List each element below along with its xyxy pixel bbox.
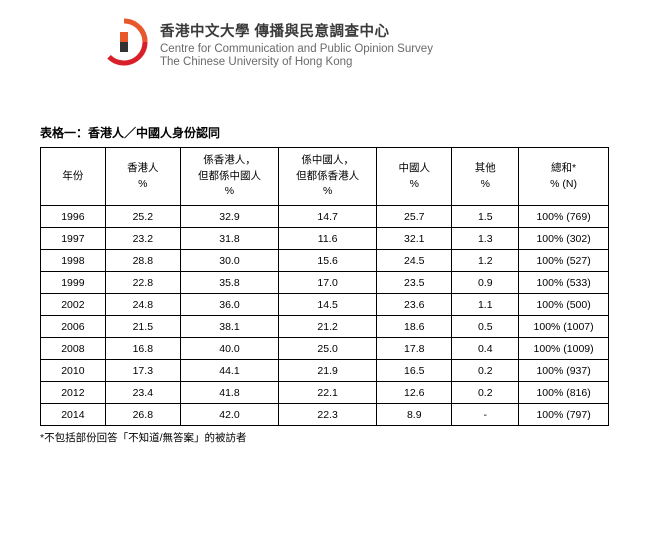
table-cell: 0.9: [452, 272, 519, 294]
table-title: 表格一：香港人／中國人身份認同: [40, 124, 609, 141]
table-cell: 41.8: [180, 382, 278, 404]
table-cell: 32.9: [180, 206, 278, 228]
table-row: 200224.836.014.523.61.1100% (500): [41, 294, 609, 316]
table-cell: 100% (527): [519, 250, 609, 272]
header: 香港中文大學 傳播與民意調查中心 Centre for Communicatio…: [100, 18, 609, 68]
table-cell: 1.1: [452, 294, 519, 316]
table-cell: 15.6: [279, 250, 377, 272]
table-row: 200621.538.121.218.60.5100% (1007): [41, 316, 609, 338]
table-cell: 2014: [41, 404, 106, 426]
table-cell: 17.0: [279, 272, 377, 294]
table-header-row: 年份 香港人% 係香港人， 但都係中國人% 係中國人， 但都係香港人% 中國人%…: [41, 148, 609, 206]
table-cell: 2008: [41, 338, 106, 360]
table-cell: 2006: [41, 316, 106, 338]
table-cell: 100% (797): [519, 404, 609, 426]
table-cell: 42.0: [180, 404, 278, 426]
table-cell: 11.6: [279, 228, 377, 250]
table-cell: 14.7: [279, 206, 377, 228]
table-cell: 25.2: [105, 206, 180, 228]
table-cell: 22.8: [105, 272, 180, 294]
org-logo: [100, 18, 148, 66]
table-cell: 1998: [41, 250, 106, 272]
table-cell: 100% (302): [519, 228, 609, 250]
table-cell: 24.8: [105, 294, 180, 316]
table-cell: 0.2: [452, 360, 519, 382]
table-cell: 40.0: [180, 338, 278, 360]
col-header-cn: 中國人%: [377, 148, 452, 206]
table-cell: 100% (1009): [519, 338, 609, 360]
table-row: 199922.835.817.023.50.9100% (533): [41, 272, 609, 294]
table-cell: 8.9: [377, 404, 452, 426]
table-cell: 26.8: [105, 404, 180, 426]
table-cell: 21.9: [279, 360, 377, 382]
table-cell: 100% (769): [519, 206, 609, 228]
table-cell: 12.6: [377, 382, 452, 404]
table-cell: 25.7: [377, 206, 452, 228]
table-cell: 16.8: [105, 338, 180, 360]
table-cell: 1.3: [452, 228, 519, 250]
table-cell: 1996: [41, 206, 106, 228]
table-row: 201017.344.121.916.50.2100% (937): [41, 360, 609, 382]
table-body: 199625.232.914.725.71.5100% (769)199723.…: [41, 206, 609, 426]
table-cell: 21.2: [279, 316, 377, 338]
table-cell: 2010: [41, 360, 106, 382]
table-cell: 22.3: [279, 404, 377, 426]
org-name-en1: Centre for Communication and Public Opin…: [160, 43, 433, 55]
col-header-year: 年份: [41, 148, 106, 206]
table-cell: 22.1: [279, 382, 377, 404]
col-header-cn-hk: 係中國人， 但都係香港人%: [279, 148, 377, 206]
table-cell: 14.5: [279, 294, 377, 316]
table-cell: 100% (937): [519, 360, 609, 382]
org-name-zh: 香港中文大學 傳播與民意調查中心: [160, 20, 433, 41]
table-row: 199723.231.811.632.11.3100% (302): [41, 228, 609, 250]
table-cell: 1.2: [452, 250, 519, 272]
table-cell: 1997: [41, 228, 106, 250]
table-cell: 2012: [41, 382, 106, 404]
table-cell: 30.0: [180, 250, 278, 272]
table-row: 199625.232.914.725.71.5100% (769): [41, 206, 609, 228]
col-header-other: 其他%: [452, 148, 519, 206]
table-cell: 23.2: [105, 228, 180, 250]
table-cell: 16.5: [377, 360, 452, 382]
table-cell: 23.6: [377, 294, 452, 316]
table-cell: 25.0: [279, 338, 377, 360]
table-row: 201426.842.022.38.9-100% (797): [41, 404, 609, 426]
table-cell: 18.6: [377, 316, 452, 338]
table-cell: 1.5: [452, 206, 519, 228]
table-cell: 17.3: [105, 360, 180, 382]
col-header-hk: 香港人%: [105, 148, 180, 206]
table-cell: 100% (816): [519, 382, 609, 404]
table-cell: 35.8: [180, 272, 278, 294]
table-cell: 23.5: [377, 272, 452, 294]
table-row: 199828.830.015.624.51.2100% (527): [41, 250, 609, 272]
table-cell: 100% (1007): [519, 316, 609, 338]
table-row: 200816.840.025.017.80.4100% (1009): [41, 338, 609, 360]
table-cell: 44.1: [180, 360, 278, 382]
table-cell: 24.5: [377, 250, 452, 272]
col-header-total: 總和*% (N): [519, 148, 609, 206]
table-cell: 1999: [41, 272, 106, 294]
table-cell: 36.0: [180, 294, 278, 316]
table-cell: 100% (533): [519, 272, 609, 294]
table-cell: 23.4: [105, 382, 180, 404]
table-cell: 31.8: [180, 228, 278, 250]
table-cell: 0.4: [452, 338, 519, 360]
table-cell: 38.1: [180, 316, 278, 338]
identity-table: 年份 香港人% 係香港人， 但都係中國人% 係中國人， 但都係香港人% 中國人%…: [40, 147, 609, 426]
table-cell: 17.8: [377, 338, 452, 360]
col-header-hk-cn: 係香港人， 但都係中國人%: [180, 148, 278, 206]
table-row: 201223.441.822.112.60.2100% (816): [41, 382, 609, 404]
page: 香港中文大學 傳播與民意調查中心 Centre for Communicatio…: [0, 0, 649, 550]
table-cell: -: [452, 404, 519, 426]
table-cell: 0.2: [452, 382, 519, 404]
table-cell: 2002: [41, 294, 106, 316]
table-cell: 32.1: [377, 228, 452, 250]
table-cell: 28.8: [105, 250, 180, 272]
table-cell: 0.5: [452, 316, 519, 338]
org-name-en2: The Chinese University of Hong Kong: [160, 56, 433, 68]
table-cell: 100% (500): [519, 294, 609, 316]
table-cell: 21.5: [105, 316, 180, 338]
header-text: 香港中文大學 傳播與民意調查中心 Centre for Communicatio…: [160, 18, 433, 68]
table-footnote: *不包括部份回答「不知道/無答案」的被訪者: [40, 430, 609, 445]
